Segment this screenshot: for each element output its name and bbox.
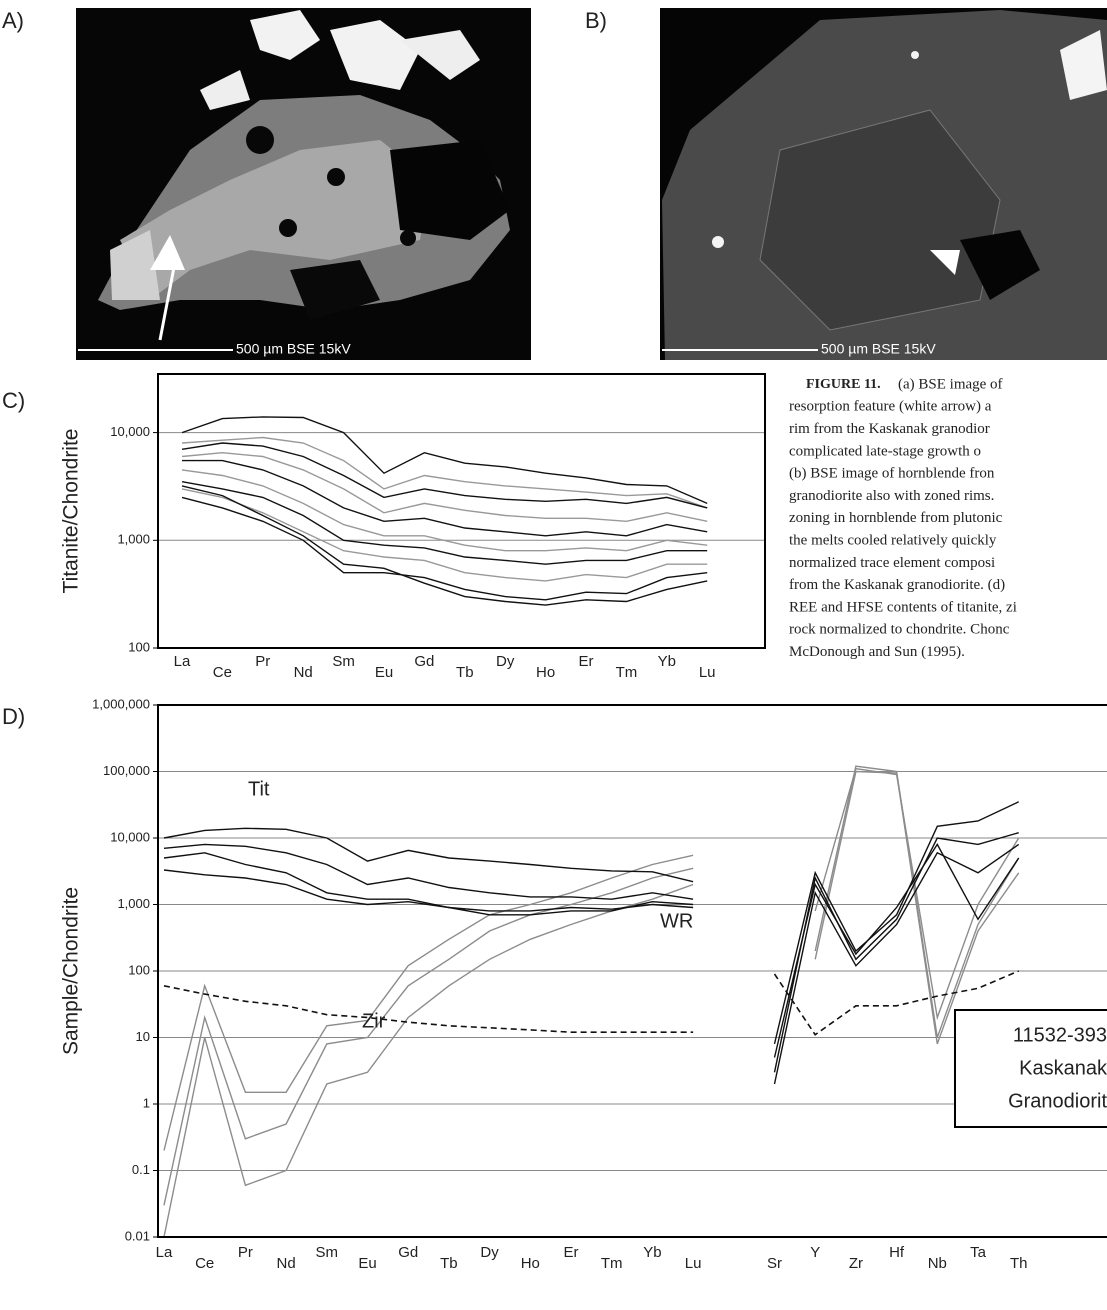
x-tick-label: Sm bbox=[316, 1244, 339, 1261]
x-tick-label: Ce bbox=[195, 1255, 214, 1272]
y-tick-label: 10 bbox=[136, 1029, 150, 1044]
figure: A) B) C) D) 500 µm BSE 15kV 500 µm BSE 1 bbox=[0, 0, 1107, 1310]
x-tick-label: Gd bbox=[398, 1244, 418, 1261]
legend-text: 11532-393 bbox=[1013, 1024, 1107, 1046]
y-tick-label: 10,000 bbox=[110, 424, 150, 439]
x-tick-label: Er bbox=[579, 653, 594, 670]
x-tick-label: Eu bbox=[358, 1255, 376, 1272]
bse-image-b bbox=[660, 8, 1107, 360]
x-tick-label: Pr bbox=[238, 1244, 253, 1261]
scale-label: 500 µm BSE 15kV bbox=[236, 341, 351, 357]
y-tick-label: 10,000 bbox=[110, 829, 150, 844]
x-tick-label: Yb bbox=[658, 653, 676, 670]
annotation: WR bbox=[660, 910, 693, 932]
series-line bbox=[164, 766, 1019, 1150]
x-tick-label: Hf bbox=[889, 1244, 905, 1261]
caption-line: McDonough and Sun (1995). bbox=[789, 644, 965, 660]
panel-label: B) bbox=[585, 8, 607, 33]
y-tick-label: 1,000 bbox=[117, 896, 150, 911]
y-tick-label: 1 bbox=[143, 1095, 150, 1110]
x-tick-label: Ho bbox=[521, 1255, 540, 1272]
panel-label: D) bbox=[2, 704, 25, 729]
caption-line: normalized trace element composi bbox=[789, 555, 995, 571]
x-tick-label: Tb bbox=[440, 1255, 458, 1272]
caption-line: from the Kaskanak granodiorite. (d) bbox=[789, 577, 1005, 593]
bse-image-a bbox=[76, 8, 531, 360]
caption-line: zoning in hornblende from plutonic bbox=[789, 510, 1003, 526]
x-tick-label: Gd bbox=[414, 653, 434, 670]
panel-label: A) bbox=[2, 8, 24, 33]
series-line bbox=[182, 443, 707, 508]
y-axis-title: Titanite/Chondrite bbox=[60, 429, 83, 594]
x-tick-label: Yb bbox=[643, 1244, 661, 1261]
caption-line: rim from the Kaskanak granodior bbox=[789, 421, 990, 437]
y-tick-label: 1,000,000 bbox=[92, 696, 150, 711]
caption-line: rock normalized to chondrite. Chonc bbox=[789, 622, 1010, 638]
series-line bbox=[164, 833, 1019, 1073]
scale-label: 500 µm BSE 15kV bbox=[821, 341, 936, 357]
y-tick-label: 0.01 bbox=[125, 1228, 150, 1243]
caption-line: (b) BSE image of hornblende fron bbox=[789, 466, 995, 482]
y-tick-label: 100,000 bbox=[103, 763, 150, 778]
series-line bbox=[164, 772, 1019, 1238]
y-tick-label: 100 bbox=[128, 962, 150, 977]
x-tick-label: La bbox=[156, 1244, 173, 1261]
caption-line: granodiorite also with zoned rims. bbox=[789, 488, 994, 504]
caption-line: resorption feature (white arrow) a bbox=[789, 399, 992, 415]
series-line bbox=[182, 417, 707, 504]
x-tick-label: Pr bbox=[255, 653, 270, 670]
page: A) B) C) D) 500 µm BSE 15kV 500 µm BSE 1 bbox=[0, 0, 1107, 1310]
caption-line: the melts cooled relatively quickly bbox=[789, 533, 997, 549]
x-tick-label: Sr bbox=[767, 1255, 782, 1272]
y-axis-title: Sample/Chondrite bbox=[60, 887, 83, 1055]
x-tick-label: Nd bbox=[294, 664, 313, 681]
series-line bbox=[182, 453, 707, 522]
caption-line: (a) BSE image of bbox=[898, 376, 1003, 392]
x-tick-label: Lu bbox=[699, 664, 716, 681]
y-tick-label: 100 bbox=[128, 639, 150, 654]
x-tick-label: Ce bbox=[213, 664, 232, 681]
caption: FIGURE 11. (a) BSE image of resorption fea… bbox=[789, 376, 1017, 660]
series-line bbox=[164, 769, 1019, 1206]
legend-text: Kaskanak bbox=[1019, 1057, 1107, 1079]
x-tick-label: Tm bbox=[616, 664, 638, 681]
y-tick-label: 1,000 bbox=[117, 532, 150, 547]
series-line bbox=[164, 971, 1019, 1035]
panel-label: C) bbox=[2, 388, 25, 413]
x-tick-label: Lu bbox=[685, 1255, 702, 1272]
x-tick-label: Tb bbox=[456, 664, 474, 681]
caption-line: REE and HFSE contents of titanite, zi bbox=[789, 599, 1017, 615]
series-line bbox=[182, 470, 707, 551]
x-tick-label: Ho bbox=[536, 664, 555, 681]
x-tick-label: Dy bbox=[480, 1244, 499, 1261]
caption-label: FIGURE 11. bbox=[806, 377, 881, 392]
annotation: Tit bbox=[248, 778, 270, 800]
series-line bbox=[182, 461, 707, 536]
plot-frame bbox=[158, 374, 765, 648]
x-tick-label: Y bbox=[810, 1244, 820, 1261]
series-line bbox=[164, 844, 1019, 1084]
x-tick-label: La bbox=[174, 653, 191, 670]
x-tick-label: Eu bbox=[375, 664, 393, 681]
y-tick-label: 0.1 bbox=[132, 1162, 150, 1177]
x-tick-label: Zr bbox=[849, 1255, 863, 1272]
x-tick-label: Ta bbox=[970, 1244, 987, 1261]
x-tick-label: Sm bbox=[332, 653, 355, 670]
legend-text: Granodiorit bbox=[1008, 1090, 1107, 1112]
x-tick-label: Nb bbox=[928, 1255, 947, 1272]
x-tick-label: Er bbox=[564, 1244, 579, 1261]
x-tick-label: Nd bbox=[277, 1255, 296, 1272]
annotation: Zir bbox=[362, 1010, 386, 1032]
caption-line: complicated late-stage growth o bbox=[789, 443, 981, 459]
x-tick-label: Th bbox=[1010, 1255, 1028, 1272]
x-tick-label: Tm bbox=[601, 1255, 623, 1272]
x-tick-label: Dy bbox=[496, 653, 515, 670]
